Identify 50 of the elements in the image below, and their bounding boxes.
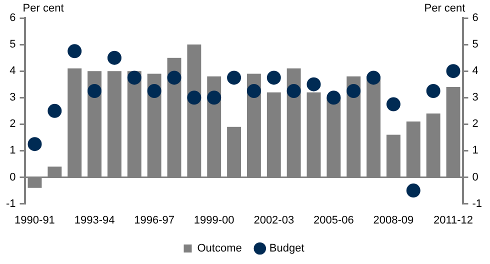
point [68,44,82,58]
point [48,104,62,118]
point [207,90,222,105]
point [386,97,400,112]
x-tick-label: 2002-03 [254,214,294,226]
point [426,84,440,98]
x-tick-label: 2005-06 [313,214,354,226]
point [227,70,242,85]
point [28,137,42,152]
point [246,84,261,98]
point [306,77,321,92]
point [88,84,102,98]
point [147,84,162,98]
y-tick-label: 5 [10,38,16,51]
x-tick-label: 1999-00 [194,214,234,226]
y2-tick-label: 1 [472,144,478,157]
point [127,70,142,85]
x-tick-label: 1990-91 [14,214,55,226]
y2-tick-label: 2 [472,118,478,130]
y-tick-label: 1 [10,144,16,157]
y2-tick-label: 3 [472,92,478,104]
legend-label: Outcome [197,242,242,255]
y2-tick-label: 6 [472,12,478,24]
point [366,70,381,85]
y2-tick-label: 5 [472,38,478,51]
point [266,70,281,85]
y-axis-title: Per cent [22,2,64,15]
point [167,70,182,85]
y-tick-label: -1 [6,198,16,210]
y2-axis-title: Per cent [424,2,466,15]
y-tick-label: 6 [10,12,16,24]
y-tick-label: 3 [10,92,16,104]
x-tick-label: 2011-12 [433,214,474,226]
legend-label: Budget [269,242,304,255]
y2-tick-label: 4 [472,65,478,78]
point [346,84,361,98]
point [286,84,301,98]
y-tick-label: 0 [10,171,16,184]
y2-tick-label: -1 [472,198,482,210]
point [187,90,202,105]
point [406,184,420,198]
y2-tick-label: 0 [472,171,478,184]
point [326,90,341,105]
x-tick-label: 1996-97 [134,214,175,226]
x-tick-label: 1993-94 [74,214,115,226]
y-tick-label: 2 [10,118,16,130]
y-tick-label: 4 [10,65,16,78]
point [107,50,122,65]
point [446,64,460,78]
x-tick-label: 2008-09 [373,214,414,226]
